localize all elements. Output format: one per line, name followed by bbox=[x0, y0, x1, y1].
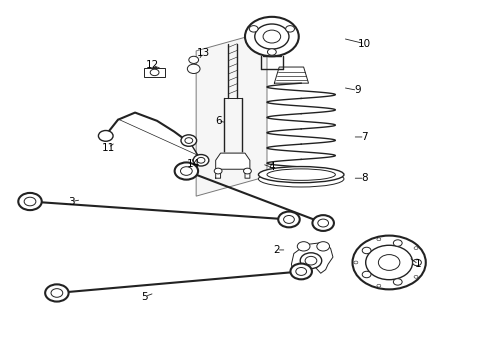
Circle shape bbox=[354, 261, 358, 264]
Circle shape bbox=[366, 245, 413, 280]
Circle shape bbox=[98, 131, 113, 141]
Circle shape bbox=[278, 212, 300, 227]
Text: 11: 11 bbox=[101, 143, 115, 153]
Circle shape bbox=[18, 193, 42, 210]
Circle shape bbox=[378, 255, 400, 270]
Polygon shape bbox=[292, 243, 333, 275]
Circle shape bbox=[318, 219, 329, 227]
Circle shape bbox=[284, 216, 294, 224]
Circle shape bbox=[393, 279, 402, 285]
Polygon shape bbox=[216, 153, 250, 178]
Text: 10: 10 bbox=[358, 39, 371, 49]
Circle shape bbox=[317, 242, 330, 251]
Text: 13: 13 bbox=[197, 48, 210, 58]
Text: 5: 5 bbox=[142, 292, 148, 302]
Circle shape bbox=[174, 162, 198, 180]
Circle shape bbox=[255, 24, 289, 49]
Circle shape bbox=[291, 264, 312, 279]
Text: 9: 9 bbox=[354, 85, 361, 95]
Circle shape bbox=[296, 267, 307, 275]
Ellipse shape bbox=[258, 171, 344, 187]
Ellipse shape bbox=[258, 167, 344, 183]
Circle shape bbox=[24, 197, 36, 206]
Circle shape bbox=[268, 49, 276, 55]
Circle shape bbox=[193, 154, 209, 166]
Text: 1: 1 bbox=[415, 259, 422, 269]
Text: 6: 6 bbox=[215, 116, 221, 126]
Circle shape bbox=[377, 284, 381, 287]
Text: 2: 2 bbox=[273, 245, 280, 255]
Polygon shape bbox=[196, 31, 267, 196]
Circle shape bbox=[187, 64, 200, 73]
Circle shape bbox=[286, 26, 294, 32]
Text: 7: 7 bbox=[362, 132, 368, 142]
Circle shape bbox=[245, 17, 299, 56]
Circle shape bbox=[51, 289, 63, 297]
Circle shape bbox=[393, 240, 402, 246]
Circle shape bbox=[197, 157, 205, 163]
Circle shape bbox=[352, 235, 426, 289]
Circle shape bbox=[362, 247, 371, 254]
Circle shape bbox=[214, 168, 222, 174]
Circle shape bbox=[377, 238, 381, 241]
Circle shape bbox=[185, 138, 193, 143]
Circle shape bbox=[305, 256, 317, 265]
Circle shape bbox=[263, 30, 281, 43]
Circle shape bbox=[414, 275, 418, 278]
Text: 12: 12 bbox=[146, 60, 159, 70]
Circle shape bbox=[244, 168, 251, 174]
Circle shape bbox=[414, 247, 418, 249]
Circle shape bbox=[300, 253, 322, 269]
Circle shape bbox=[180, 167, 192, 175]
Circle shape bbox=[362, 271, 371, 278]
Circle shape bbox=[249, 26, 258, 32]
FancyBboxPatch shape bbox=[144, 68, 165, 77]
Polygon shape bbox=[274, 67, 309, 83]
Circle shape bbox=[413, 259, 421, 266]
Text: 14: 14 bbox=[187, 159, 200, 169]
Circle shape bbox=[45, 284, 69, 302]
Circle shape bbox=[297, 242, 310, 251]
Circle shape bbox=[150, 69, 159, 76]
Text: 8: 8 bbox=[362, 173, 368, 183]
Circle shape bbox=[189, 56, 198, 63]
Circle shape bbox=[313, 215, 334, 231]
Text: 3: 3 bbox=[68, 197, 75, 207]
Ellipse shape bbox=[267, 169, 335, 180]
Circle shape bbox=[181, 135, 196, 146]
Text: 4: 4 bbox=[269, 162, 275, 172]
